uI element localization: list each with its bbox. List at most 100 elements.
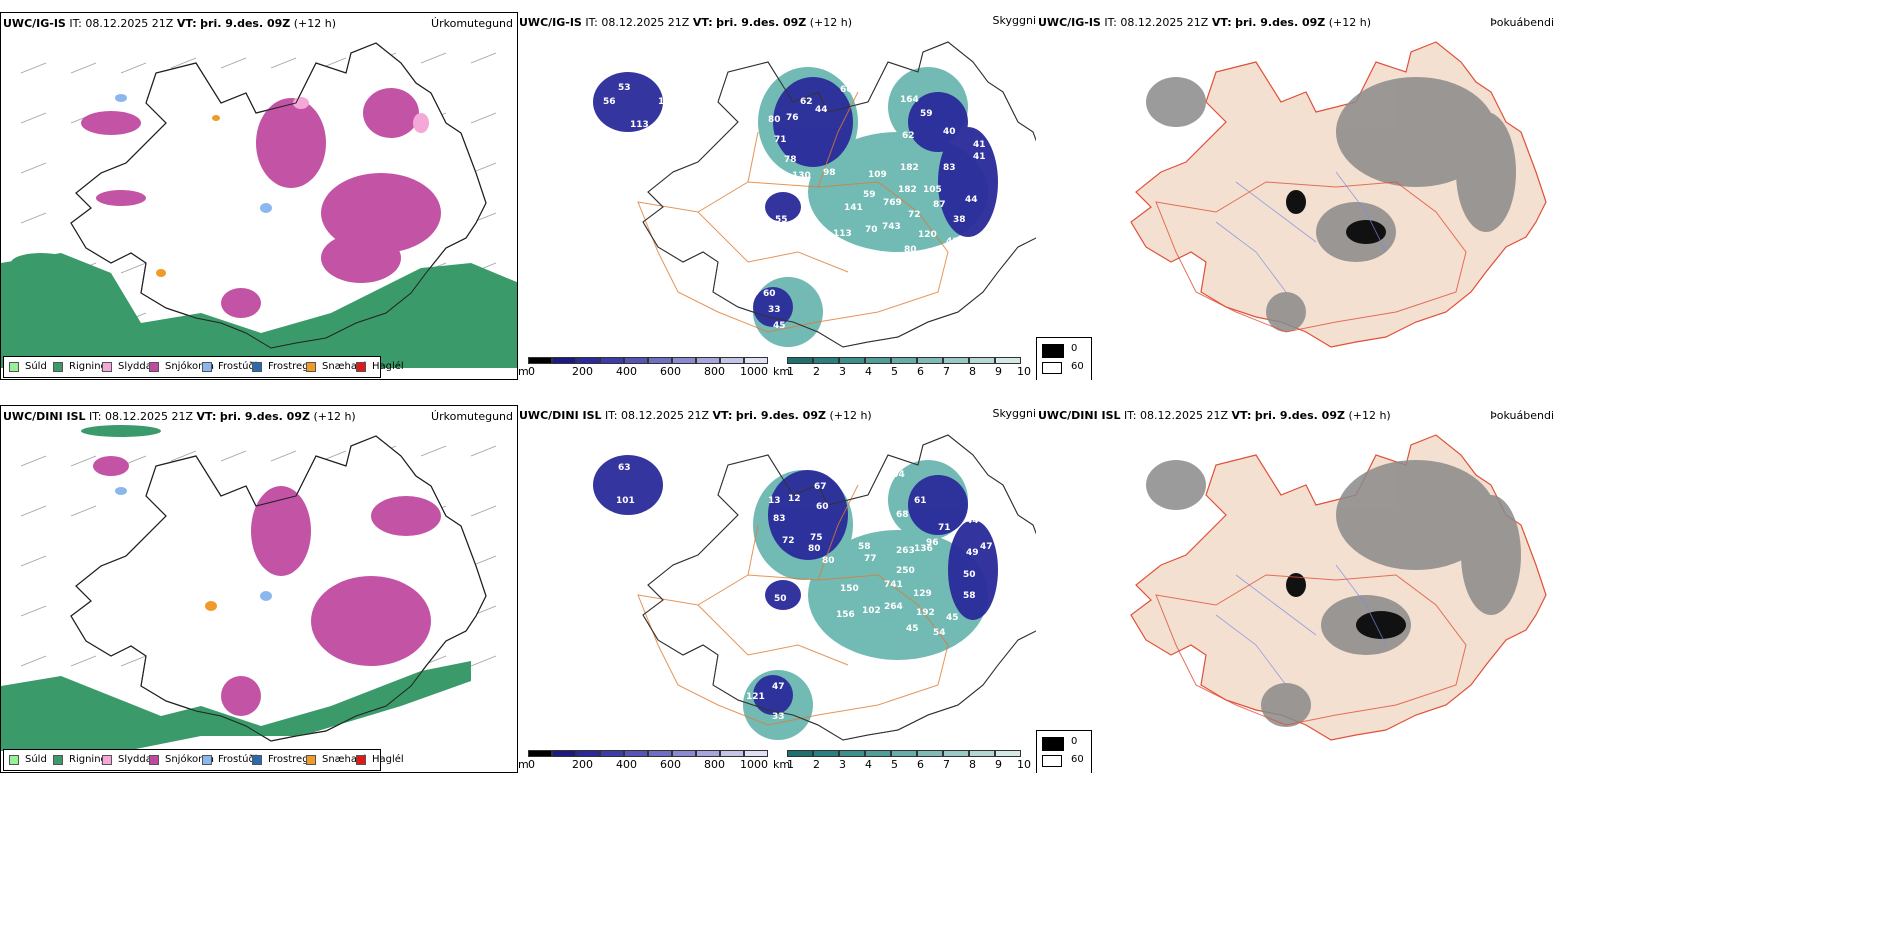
vis-label: 67 — [814, 482, 827, 492]
legend-swatch — [9, 362, 19, 372]
vis-label: 769 — [883, 198, 902, 208]
vis-label: 13 — [768, 496, 781, 506]
vis-label: 58 — [963, 591, 976, 601]
vis-label: 72 — [908, 210, 921, 220]
vis-label: 164 — [900, 95, 919, 105]
panel-title: UWC/DINI ISL IT: 08.12.2025 21Z VT: þri.… — [3, 410, 356, 423]
parameter-name: Skyggni — [992, 14, 1036, 27]
legend-swatch — [102, 362, 112, 372]
legend-swatch — [356, 755, 366, 765]
vis-label: 78 — [784, 155, 797, 165]
vis-label: 71 — [938, 523, 951, 533]
fog-panel-row2: UWC/DINI ISL IT: 08.12.2025 21Z VT: þri.… — [1036, 405, 1554, 773]
vis-label: 62 — [902, 131, 915, 141]
vis-label: 48 — [946, 237, 959, 247]
unit-label: m — [518, 758, 529, 771]
vis-label: 72 — [782, 536, 795, 546]
vis-label: 91 — [902, 261, 915, 271]
legend-swatch — [252, 362, 262, 372]
vis-label: 23 — [663, 486, 676, 496]
legend-swatch — [149, 362, 159, 372]
unit-label: km — [773, 365, 791, 378]
unit-label: km — [773, 758, 791, 771]
precip-legend: Súld Rigning Slydda Snjókoma Frostúði Fr… — [3, 749, 404, 771]
vis-label: 182 — [900, 163, 919, 173]
vis-label: 44 — [815, 105, 828, 115]
vis-label: 150 — [840, 584, 859, 594]
visibility-labels: 63 101 23 13 12 67 58 104 83 60 61 72 75… — [616, 463, 993, 722]
vis-label: 71 — [774, 135, 787, 145]
legend-swatch — [53, 755, 63, 765]
vis-label: 47 — [772, 682, 785, 692]
parameter-name: Þokuábendi — [1490, 16, 1554, 29]
vis-label: 107 — [670, 105, 689, 115]
panel-title: UWC/IG-IS IT: 08.12.2025 21Z VT: þri. 9.… — [519, 16, 853, 29]
vis-label: 60 — [816, 502, 829, 512]
vis-label: 66 — [840, 85, 853, 95]
fog-legend: 0 60 — [1036, 337, 1092, 380]
vis-label: 101 — [616, 496, 635, 506]
vis-label: 87 — [933, 200, 946, 210]
precip-map — [1, 425, 497, 756]
legend-swatch — [252, 755, 262, 765]
vis-label: 50 — [774, 594, 787, 604]
vis-label: 59 — [863, 190, 876, 200]
panel-title: UWC/DINI ISL IT: 08.12.2025 21Z VT: þri.… — [519, 409, 872, 422]
vis-label: 61 — [914, 496, 927, 506]
vis-label: 58 — [858, 542, 871, 552]
vis-label: 68 — [896, 510, 909, 520]
vis-label: 250 — [896, 566, 915, 576]
vis-label: 141 — [844, 203, 863, 213]
vis-label: 40 — [943, 127, 956, 137]
vis-label: 156 — [836, 610, 855, 620]
vis-label: 60 — [933, 250, 946, 260]
vis-label: 45 — [946, 613, 959, 623]
fog-map — [1130, 41, 1547, 348]
precip-type-panel-row2: UWC/DINI ISL IT: 08.12.2025 21Z VT: þri.… — [0, 405, 518, 773]
vis-label: 80 — [808, 544, 821, 554]
vis-label: 55 — [775, 215, 788, 225]
panel-title: UWC/IG-IS IT: 08.12.2025 21Z VT: þri. 9.… — [3, 17, 337, 30]
vis-label: 181 — [870, 263, 889, 273]
vis-label: 60 — [763, 289, 776, 299]
legend-swatch — [306, 362, 316, 372]
vis-label: 263 — [896, 546, 915, 556]
visibility-panel-row2: UWC/DINI ISL IT: 08.12.2025 21Z VT: þri.… — [518, 405, 1036, 773]
vis-label: 80 — [822, 556, 835, 566]
visibility-colorbar: km 1 2 3 4 5 6 7 8 9 10 — [773, 750, 1036, 772]
vis-label: 12 — [788, 494, 801, 504]
precip-type-panel-row1: UWC/IG-IS IT: 08.12.2025 21Z VT: þri. 9.… — [0, 12, 518, 380]
fog-panel-row1: UWC/IG-IS IT: 08.12.2025 21Z VT: þri. 9.… — [1036, 12, 1554, 380]
vis-label: 18 — [871, 281, 884, 291]
vis-label: 130 — [792, 171, 811, 181]
fog-legend: 0 60 — [1036, 730, 1092, 773]
vis-label: 113 — [630, 120, 649, 130]
vis-label: 77 — [864, 554, 877, 564]
vis-label: 33 — [772, 712, 785, 722]
precip-map — [1, 42, 517, 368]
vis-label: 70 — [865, 225, 878, 235]
visibility-map: 53 56 101 107 113 62 44 66 80 76 71 78 1… — [593, 41, 1036, 348]
visibility-map: 63 101 23 13 12 67 58 104 83 60 61 72 75… — [593, 434, 1036, 741]
panel-title: UWC/DINI ISL IT: 08.12.2025 21Z VT: þri.… — [1038, 409, 1391, 422]
legend-swatch — [202, 362, 212, 372]
vis-label: 113 — [833, 229, 852, 239]
vis-label: 182 — [898, 185, 917, 195]
legend-swatch — [202, 755, 212, 765]
vis-label: 49 — [966, 548, 979, 558]
vis-label: 58 — [841, 474, 854, 484]
vis-label: 75 — [810, 533, 823, 543]
fog-map — [1130, 434, 1547, 741]
vis-label: 264 — [884, 602, 903, 612]
panel-title: UWC/IG-IS IT: 08.12.2025 21Z VT: þri. 9.… — [1038, 16, 1372, 29]
vis-label: 98 — [823, 168, 836, 178]
vis-label: 129 — [913, 589, 932, 599]
vis-label: 83 — [943, 163, 956, 173]
vis-label: 96 — [926, 538, 939, 548]
parameter-name: Úrkomutegund — [431, 410, 513, 423]
vis-label: 47 — [980, 542, 993, 552]
vis-label: 50 — [963, 570, 976, 580]
visibility-labels: 53 56 101 107 113 62 44 66 80 76 71 78 1… — [603, 83, 986, 331]
vis-label: 101 — [658, 97, 677, 107]
vis-label: 121 — [746, 692, 765, 702]
